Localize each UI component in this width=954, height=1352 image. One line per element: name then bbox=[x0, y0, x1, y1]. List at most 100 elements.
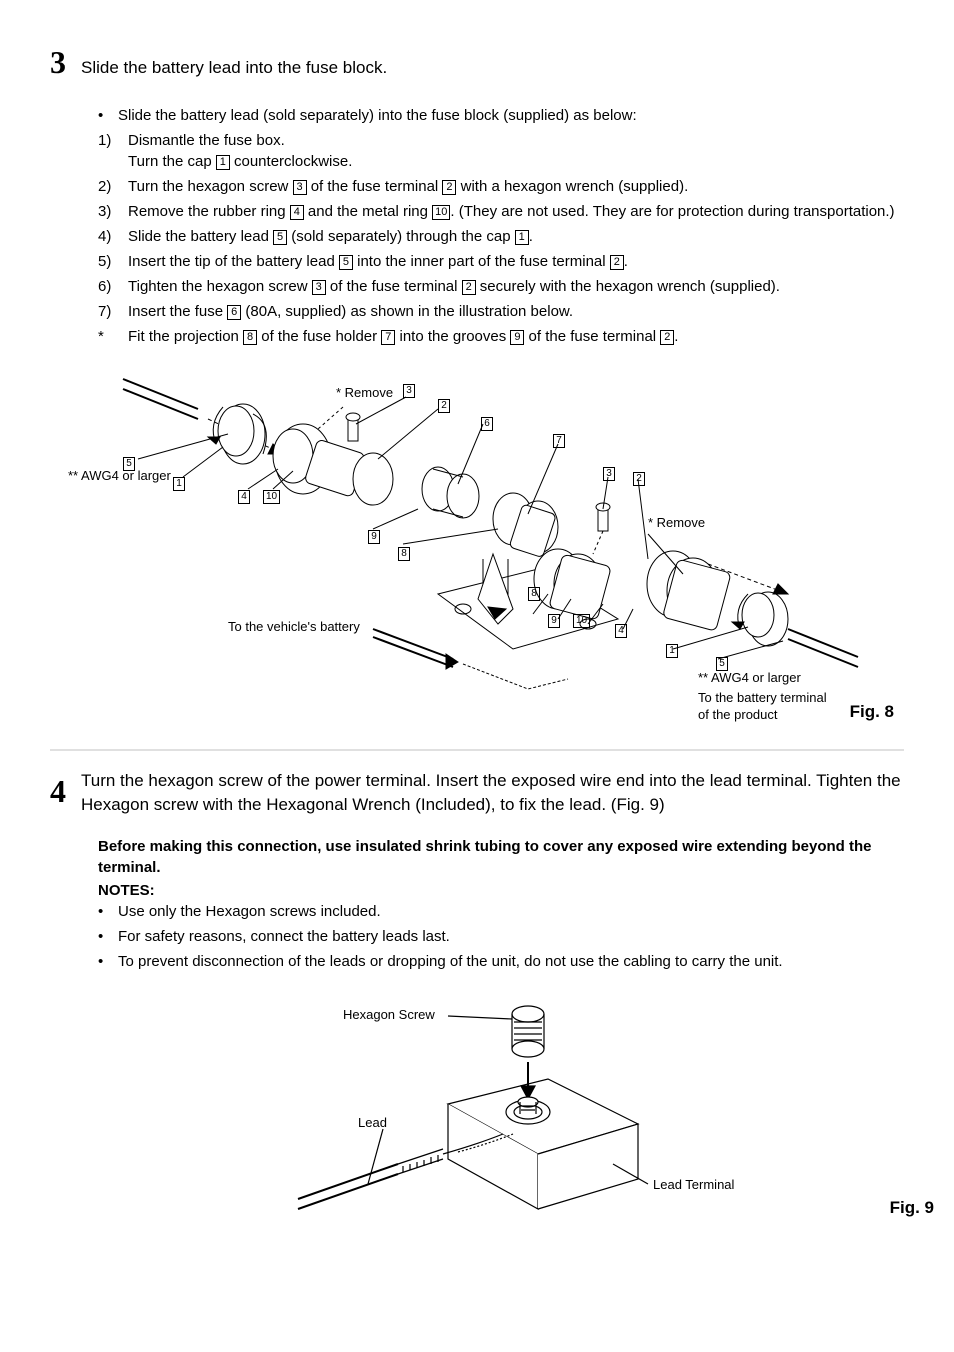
c9b: 9 bbox=[548, 614, 560, 628]
i7t1: (80A, supplied) as shown in the illustra… bbox=[241, 303, 573, 320]
fig8-to-battery: To the vehicle's battery bbox=[228, 618, 360, 636]
step4-b3: • To prevent disconnection of the leads … bbox=[98, 951, 904, 972]
st1: of the fuse holder bbox=[257, 328, 381, 345]
step-4-number: 4 bbox=[50, 769, 66, 814]
item6-num: 6) bbox=[98, 276, 122, 297]
i3t0: Remove the rubber ring bbox=[128, 203, 290, 220]
c8m: 8 bbox=[398, 547, 410, 561]
step3-item-7: 7) Insert the fuse 6 (80A, supplied) as … bbox=[98, 301, 904, 322]
c1l: 1 bbox=[173, 477, 185, 491]
i6b0: 3 bbox=[312, 280, 326, 295]
fig8-awg-left: ** AWG4 or larger bbox=[68, 467, 171, 485]
dot3: • bbox=[98, 951, 110, 972]
box-1: 1 bbox=[216, 155, 230, 170]
item4-num: 4) bbox=[98, 226, 122, 247]
dot2: • bbox=[98, 926, 110, 947]
item4-text: Slide the battery lead 5 (sold separatel… bbox=[128, 226, 904, 247]
step3-item-5: 5) Insert the tip of the battery lead 5 … bbox=[98, 251, 904, 272]
step3-item-2: 2) Turn the hexagon screw 3 of the fuse … bbox=[98, 176, 904, 197]
i3b0: 4 bbox=[290, 205, 304, 220]
sb0: 8 bbox=[243, 330, 257, 345]
sb2: 9 bbox=[510, 330, 524, 345]
sb3: 2 bbox=[660, 330, 674, 345]
step-4-title: Turn the hexagon screw of the power term… bbox=[81, 769, 904, 817]
star-marker: * bbox=[98, 326, 122, 347]
item1-line2a: Turn the cap bbox=[128, 153, 216, 170]
i2b1: 2 bbox=[442, 180, 456, 195]
i5b0: 5 bbox=[339, 255, 353, 270]
i3t1: and the metal ring bbox=[304, 203, 432, 220]
fig9-lead-label: Lead bbox=[358, 1114, 387, 1132]
item7-text: Insert the fuse 6 (80A, supplied) as sho… bbox=[128, 301, 904, 322]
step-3-title: Slide the battery lead into the fuse blo… bbox=[81, 56, 387, 80]
c1b: 1 bbox=[666, 644, 678, 658]
c10l: 10 bbox=[263, 490, 280, 504]
c5l: 5 bbox=[123, 457, 135, 471]
item5-text: Insert the tip of the battery lead 5 int… bbox=[128, 251, 904, 272]
item3-num: 3) bbox=[98, 201, 122, 222]
fig9-hex-label: Hexagon Screw bbox=[343, 1006, 435, 1024]
i5b1: 2 bbox=[610, 255, 624, 270]
i2t1: of the fuse terminal bbox=[307, 178, 443, 195]
figure-8: * Remove ** AWG4 or larger To the vehicl… bbox=[68, 359, 904, 729]
i3t2: . (They are not used. They are for prote… bbox=[450, 203, 894, 220]
i7t0: Insert the fuse bbox=[128, 303, 227, 320]
i6b1: 2 bbox=[462, 280, 476, 295]
item1-num: 1) bbox=[98, 130, 122, 172]
i7b0: 6 bbox=[227, 305, 241, 320]
st4: . bbox=[674, 328, 678, 345]
step3-item-6: 6) Tighten the hexagon screw 3 of the fu… bbox=[98, 276, 904, 297]
item2-num: 2) bbox=[98, 176, 122, 197]
c4b: 4 bbox=[615, 624, 627, 638]
sb1: 7 bbox=[381, 330, 395, 345]
i4t2: . bbox=[529, 228, 533, 245]
step3-item-1: 1) Dismantle the fuse box. Turn the cap … bbox=[98, 130, 904, 172]
dot1: • bbox=[98, 901, 110, 922]
c6t: 6 bbox=[481, 417, 493, 431]
section-divider bbox=[50, 749, 904, 751]
c7r: 7 bbox=[553, 434, 565, 448]
step4-bold: Before making this connection, use insul… bbox=[98, 836, 904, 878]
step3-star-item: * Fit the projection 8 of the fuse holde… bbox=[98, 326, 904, 347]
b3txt: To prevent disconnection of the leads or… bbox=[118, 951, 904, 972]
i2b0: 3 bbox=[293, 180, 307, 195]
step-4-body: Before making this connection, use insul… bbox=[98, 836, 904, 1234]
step-3-number: 3 bbox=[50, 40, 66, 85]
i4t0: Slide the battery lead bbox=[128, 228, 273, 245]
fig9-diagram bbox=[218, 984, 778, 1234]
c3t: 3 bbox=[403, 384, 415, 398]
c8lr: 8 bbox=[528, 587, 540, 601]
i6t2: securely with the hexagon wrench (suppli… bbox=[476, 278, 780, 295]
c2r: 2 bbox=[633, 472, 645, 486]
intro-text: Slide the battery lead (sold separately)… bbox=[118, 105, 904, 126]
c3r: 3 bbox=[603, 467, 615, 481]
b2txt: For safety reasons, connect the battery … bbox=[118, 926, 904, 947]
step4-notes-label: NOTES: bbox=[98, 880, 904, 901]
step-4-header: 4 Turn the hexagon screw of the power te… bbox=[50, 769, 904, 817]
item6-text: Tighten the hexagon screw 3 of the fuse … bbox=[128, 276, 904, 297]
c10b: 10 bbox=[573, 614, 590, 628]
i2t0: Turn the hexagon screw bbox=[128, 178, 293, 195]
step-4: 4 Turn the hexagon screw of the power te… bbox=[50, 769, 904, 1235]
item5-num: 5) bbox=[98, 251, 122, 272]
c5b: 5 bbox=[716, 657, 728, 671]
step3-intro-bullet: • Slide the battery lead (sold separatel… bbox=[98, 105, 904, 126]
i4b1: 1 bbox=[515, 230, 529, 245]
i5t1: into the inner part of the fuse terminal bbox=[353, 253, 610, 270]
item1-text: Dismantle the fuse box. Turn the cap 1 c… bbox=[128, 130, 904, 172]
step3-item-4: 4) Slide the battery lead 5 (sold separa… bbox=[98, 226, 904, 247]
fig8-to-product2: of the product bbox=[698, 706, 778, 724]
i5t0: Insert the tip of the battery lead bbox=[128, 253, 339, 270]
i6t0: Tighten the hexagon screw bbox=[128, 278, 312, 295]
st3: of the fuse terminal bbox=[524, 328, 660, 345]
fig8-to-product1: To the battery terminal bbox=[698, 689, 827, 707]
fig8-remove-left: * Remove bbox=[336, 384, 393, 402]
i2t2: with a hexagon wrench (supplied). bbox=[456, 178, 688, 195]
item7-num: 7) bbox=[98, 301, 122, 322]
fig8-awg-right: ** AWG4 or larger bbox=[698, 669, 801, 687]
st0: Fit the projection bbox=[128, 328, 243, 345]
item3-text: Remove the rubber ring 4 and the metal r… bbox=[128, 201, 904, 222]
c2t: 2 bbox=[438, 399, 450, 413]
step4-b1: • Use only the Hexagon screws included. bbox=[98, 901, 904, 922]
bullet-dot: • bbox=[98, 105, 110, 126]
